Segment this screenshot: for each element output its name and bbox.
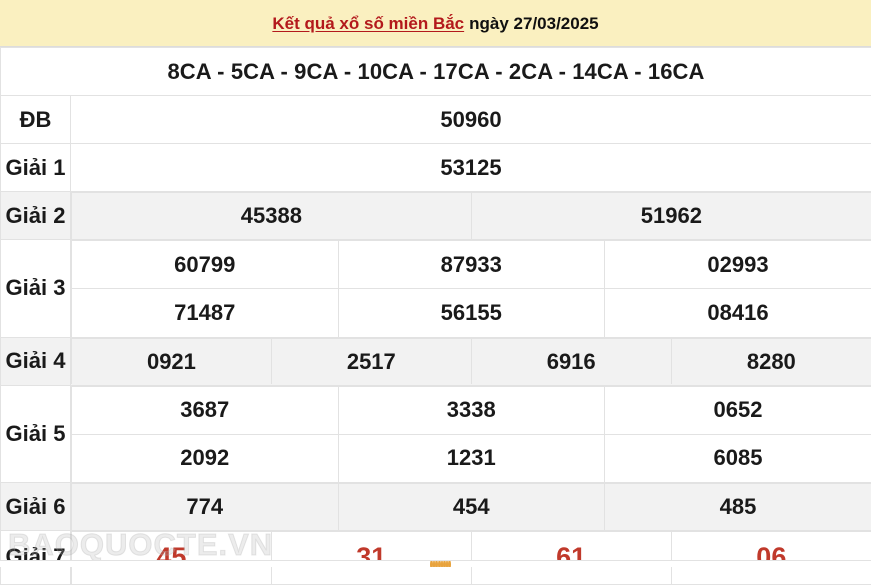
table-row: Giải 5 3687 3338 0652 2092 <box>1 385 871 483</box>
prize-number-g3-3: 71487 <box>72 289 339 337</box>
prize-number-g3-5: 08416 <box>605 289 871 337</box>
prize-number-g7-0: 45 <box>72 532 272 584</box>
prize-number-g2-0: 45388 <box>72 193 472 239</box>
clipped-number-dots <box>0 561 871 567</box>
result-title-link[interactable]: Kết quả xổ số miền Bắc <box>272 14 464 33</box>
prize-number-g6-0: 774 <box>72 484 339 530</box>
clipped-bottom-row <box>0 560 871 567</box>
prize-number-g7-2: 61 <box>471 532 671 584</box>
prize-number-g5-1: 3338 <box>338 386 605 434</box>
table-row: Giải 4 0921 2517 6916 8280 <box>1 337 871 385</box>
prize-cells-g6: 774 454 485 <box>71 483 871 531</box>
table-row: ĐB 50960 <box>1 96 871 144</box>
prize-number-g4-1: 2517 <box>271 338 471 384</box>
prize-subgrid-g3: 60799 87933 02993 71487 56155 08416 <box>71 240 871 337</box>
prize-number-g2-1: 51962 <box>471 193 871 239</box>
table-row: Giải 3 60799 87933 02993 71487 <box>1 240 871 338</box>
prize-label-g3: Giải 3 <box>1 240 71 338</box>
prize-label-g2: Giải 2 <box>1 192 71 240</box>
table-row: Giải 2 45388 51962 <box>1 192 871 240</box>
table-row: Giải 1 53125 <box>1 144 871 192</box>
page-title: Kết quả xổ số miền Bắc ngày 27/03/2025 <box>272 15 598 32</box>
prize-number-db-0: 50960 <box>71 96 871 144</box>
page-header: Kết quả xổ số miền Bắc ngày 27/03/2025 <box>0 0 871 46</box>
prize-number-g5-3: 2092 <box>72 434 339 482</box>
prize-number-g4-0: 0921 <box>72 338 272 384</box>
subtitle-row: 8CA - 5CA - 9CA - 10CA - 17CA - 2CA - 14… <box>1 48 871 96</box>
prize-number-g3-4: 56155 <box>338 289 605 337</box>
prize-subgrid-g6: 774 454 485 <box>71 483 871 530</box>
prize-number-g4-2: 6916 <box>471 338 671 384</box>
prize-number-g5-2: 0652 <box>605 386 871 434</box>
prize-subgrid-g4: 0921 2517 6916 8280 <box>71 338 871 385</box>
table-row: Giải 6 774 454 485 <box>1 483 871 531</box>
prize-number-g6-1: 454 <box>338 484 605 530</box>
lottery-results-table: 8CA - 5CA - 9CA - 10CA - 17CA - 2CA - 14… <box>0 47 871 585</box>
prize-cells-g2: 45388 51962 <box>71 192 871 240</box>
prize-cells-g3: 60799 87933 02993 71487 56155 08416 <box>71 240 871 338</box>
prize-cells-g4: 0921 2517 6916 8280 <box>71 337 871 385</box>
prize-number-g6-2: 485 <box>605 484 871 530</box>
prize-number-g4-3: 8280 <box>671 338 871 384</box>
prize-label-g7: Giải 7 <box>1 531 71 585</box>
prize-number-g5-5: 6085 <box>605 434 871 482</box>
prize-label-db: ĐB <box>1 96 71 144</box>
prize-cells-g7: 45 31 61 06 <box>71 531 871 585</box>
prize-subgrid-g7: 45 31 61 06 <box>71 531 871 584</box>
prize-number-g3-2: 02993 <box>605 241 871 289</box>
prize-subgrid-g2: 45388 51962 <box>71 192 871 239</box>
results-table-wrap: 8CA - 5CA - 9CA - 10CA - 17CA - 2CA - 14… <box>0 46 871 585</box>
lottery-result-page: Kết quả xổ số miền Bắc ngày 27/03/2025 8C… <box>0 0 871 567</box>
result-date: ngày 27/03/2025 <box>469 14 598 33</box>
prize-subgrid-g5: 3687 3338 0652 2092 1231 6085 <box>71 386 871 483</box>
prize-label-g1: Giải 1 <box>1 144 71 192</box>
prize-label-g6: Giải 6 <box>1 483 71 531</box>
prize-number-g3-1: 87933 <box>338 241 605 289</box>
prize-number-g5-4: 1231 <box>338 434 605 482</box>
clipped-dot <box>448 560 451 567</box>
prize-label-g5: Giải 5 <box>1 385 71 483</box>
prize-number-g3-0: 60799 <box>72 241 339 289</box>
prize-number-g7-3: 06 <box>671 532 871 584</box>
prize-label-g4: Giải 4 <box>1 337 71 385</box>
prize-number-g1-0: 53125 <box>71 144 871 192</box>
province-code-list: 8CA - 5CA - 9CA - 10CA - 17CA - 2CA - 14… <box>1 48 871 96</box>
prize-cells-g5: 3687 3338 0652 2092 1231 6085 <box>71 385 871 483</box>
prize-number-g7-1: 31 <box>271 532 471 584</box>
table-row: Giải 7 45 31 61 06 <box>1 531 871 585</box>
prize-number-g5-0: 3687 <box>72 386 339 434</box>
